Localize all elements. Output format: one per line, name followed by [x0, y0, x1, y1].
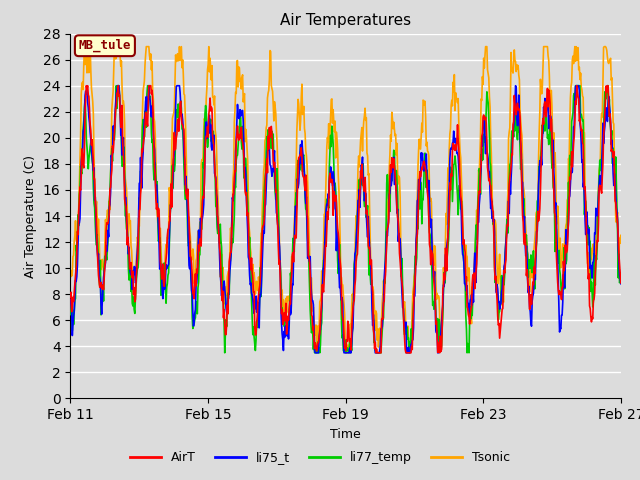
Title: Air Temperatures: Air Temperatures — [280, 13, 411, 28]
X-axis label: Time: Time — [330, 428, 361, 441]
Y-axis label: Air Temperature (C): Air Temperature (C) — [24, 155, 37, 277]
Text: MB_tule: MB_tule — [79, 39, 131, 52]
Legend: AirT, li75_t, li77_temp, Tsonic: AirT, li75_t, li77_temp, Tsonic — [125, 446, 515, 469]
